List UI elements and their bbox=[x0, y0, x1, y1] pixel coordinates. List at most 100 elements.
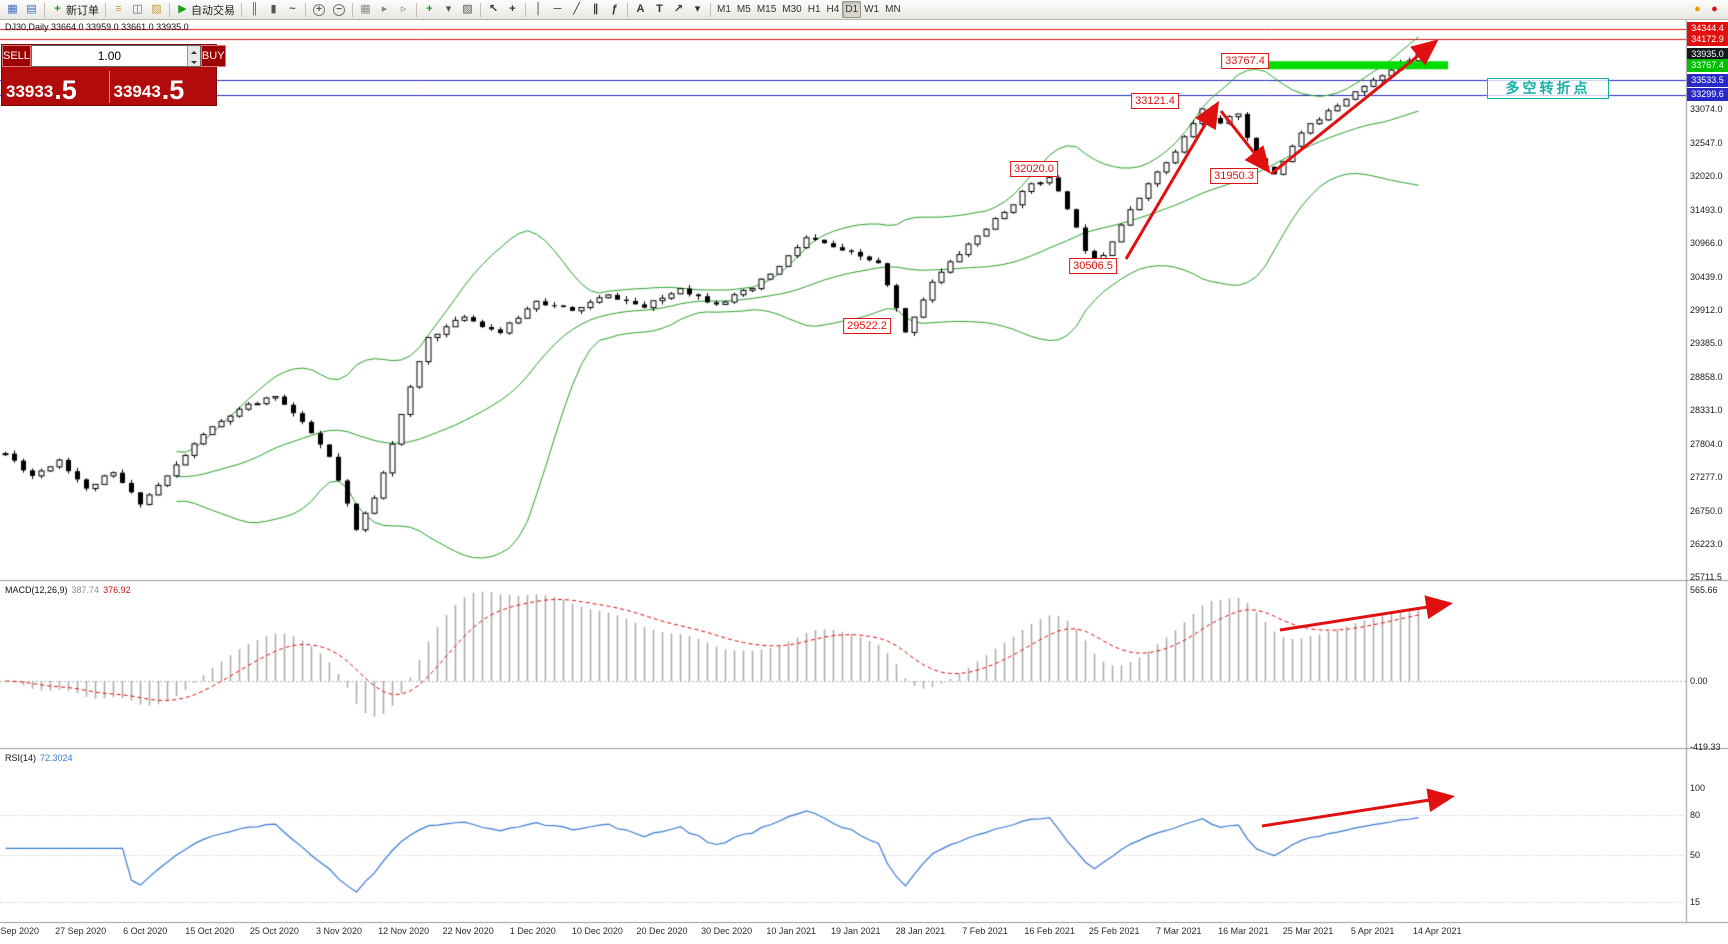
channel-button[interactable]: ∥ bbox=[586, 1, 605, 18]
zoom-in-icon: + bbox=[313, 3, 325, 16]
timeframe-d1-button-label: D1 bbox=[845, 4, 859, 15]
crosshair-icon: + bbox=[509, 3, 516, 15]
timeframe-m5-button-label: M5 bbox=[736, 4, 751, 15]
line-chart-icon: ~ bbox=[289, 3, 296, 15]
indicators-button[interactable]: + bbox=[420, 1, 439, 18]
turning-point-note: 多空转折点 bbox=[1487, 78, 1609, 99]
price-divider bbox=[108, 71, 110, 103]
tile-windows-button[interactable]: ▦ bbox=[356, 1, 375, 18]
autotrading-icon: ▶ bbox=[178, 3, 187, 15]
timeframe-m1-button[interactable]: M1 bbox=[714, 1, 734, 18]
templates-button[interactable]: ▨ bbox=[458, 1, 477, 18]
terminal-icon: ◫ bbox=[132, 3, 143, 15]
auto-scroll-button[interactable]: ▸ bbox=[375, 1, 394, 18]
text-tool-icon: A bbox=[636, 3, 645, 15]
depth-of-market-button[interactable]: ≡ bbox=[109, 1, 128, 18]
rsi-name: RSI(14) bbox=[5, 753, 37, 763]
timeframe-m1-button-label: M1 bbox=[717, 4, 731, 15]
new-order-button[interactable]: + 新订单 bbox=[48, 1, 102, 18]
fibonacci-icon: ƒ bbox=[611, 3, 618, 15]
tile-windows-icon: ▦ bbox=[360, 3, 371, 15]
strategy-tester-button[interactable]: ▧ bbox=[147, 1, 166, 18]
shapes-dropdown[interactable]: ▾ bbox=[688, 1, 707, 18]
crosshair-button[interactable]: + bbox=[503, 1, 522, 18]
zoom-out-icon: − bbox=[333, 3, 345, 16]
timeframe-m5-button[interactable]: M5 bbox=[734, 1, 754, 18]
strategy-tester-icon: ▧ bbox=[151, 3, 162, 15]
timeframe-h1-button-label: H1 bbox=[807, 4, 821, 15]
buy-price-main: 33943 bbox=[113, 82, 161, 101]
cursor-icon: ↖ bbox=[488, 3, 499, 15]
toolbar-separator bbox=[480, 2, 481, 17]
record-icon[interactable]: ● bbox=[1711, 3, 1718, 15]
horizontal-line-icon: ─ bbox=[553, 3, 562, 15]
volume-down-button[interactable] bbox=[188, 56, 200, 66]
label-tool-button[interactable]: T bbox=[650, 1, 669, 18]
periods-dropdown[interactable]: ▾ bbox=[439, 1, 458, 18]
timeframe-m30-button-label: M30 bbox=[782, 4, 802, 15]
volume-input[interactable] bbox=[31, 46, 187, 66]
data-window-button[interactable]: ▤ bbox=[22, 1, 41, 18]
timeframe-mn-button-label: MN bbox=[885, 4, 901, 15]
bar-chart-button[interactable]: ║ bbox=[245, 1, 264, 18]
market-watch-icon: ▦ bbox=[7, 3, 18, 15]
indicators-icon: + bbox=[426, 3, 433, 15]
timeframe-w1-button-label: W1 bbox=[864, 4, 880, 15]
new-order-icon: + bbox=[54, 3, 61, 15]
sell-price[interactable]: 33933.5 bbox=[2, 75, 109, 105]
bar-chart-icon: ║ bbox=[250, 3, 259, 15]
timeframe-h4-button-label: H4 bbox=[826, 4, 840, 15]
macd-name: MACD(12,26,9) bbox=[5, 585, 68, 595]
buy-price[interactable]: 33943.5 bbox=[110, 75, 217, 105]
chart-shift-button[interactable]: ▹ bbox=[394, 1, 413, 18]
toolbar-separator bbox=[710, 2, 711, 17]
volume-field bbox=[30, 45, 201, 67]
timeframe-d1-button[interactable]: D1 bbox=[842, 1, 862, 18]
line-chart-button[interactable]: ~ bbox=[283, 1, 302, 18]
channel-icon: ∥ bbox=[592, 3, 599, 15]
buy-price-frac: .5 bbox=[161, 75, 185, 105]
timeframe-mn-button[interactable]: MN bbox=[882, 1, 904, 18]
horizontal-line-button[interactable]: ─ bbox=[548, 1, 567, 18]
timeframe-h4-button[interactable]: H4 bbox=[824, 1, 843, 18]
vertical-line-button[interactable]: │ bbox=[529, 1, 548, 18]
fibonacci-button[interactable]: ƒ bbox=[605, 1, 624, 18]
zoom-in-button[interactable]: + bbox=[309, 1, 329, 18]
timeframe-w1-button[interactable]: W1 bbox=[861, 1, 882, 18]
vertical-line-icon: │ bbox=[535, 3, 542, 15]
arrows-tool-button[interactable]: ↗ bbox=[669, 1, 688, 18]
sell-button[interactable]: SELL bbox=[2, 45, 31, 67]
trendline-button[interactable]: ╱ bbox=[567, 1, 586, 18]
toolbar-separator bbox=[241, 2, 242, 17]
terminal-button[interactable]: ◫ bbox=[128, 1, 147, 18]
buy-button[interactable]: BUY bbox=[200, 45, 226, 67]
periods-icon: ▾ bbox=[445, 3, 452, 15]
autotrading-button[interactable]: ▶ 自动交易 bbox=[173, 1, 238, 18]
chart-shift-icon: ▹ bbox=[400, 3, 407, 15]
market-watch-button[interactable]: ▦ bbox=[3, 1, 22, 18]
zoom-out-button[interactable]: − bbox=[329, 1, 349, 18]
toolbar: ▦ ▤ + 新订单 ≡ ◫ ▧ ▶ 自动交易 ║ ▮ ~ + − ▦ ▸ ▹ + ▾ ▨ ↖ + │ ─ ╱ ∥ ƒ A T ↗ ▾ M1 M5… bbox=[0, 0, 1728, 20]
label-tool-icon: T bbox=[656, 3, 663, 15]
volume-up-button[interactable] bbox=[188, 46, 200, 56]
toolbar-separator bbox=[525, 2, 526, 17]
cursor-button[interactable]: ↖ bbox=[484, 1, 503, 18]
text-tool-button[interactable]: A bbox=[631, 1, 650, 18]
toolbar-separator bbox=[44, 2, 45, 17]
depth-of-market-icon: ≡ bbox=[115, 3, 122, 15]
toolbar-separator bbox=[416, 2, 417, 17]
timeframe-m30-button[interactable]: M30 bbox=[779, 1, 804, 18]
sell-price-frac: .5 bbox=[54, 75, 77, 105]
toolbar-separator bbox=[352, 2, 353, 17]
timeframe-h1-button[interactable]: H1 bbox=[805, 1, 824, 18]
toolbar-separator bbox=[627, 2, 628, 17]
candlestick-chart-icon: ▮ bbox=[270, 3, 277, 15]
community-icon[interactable]: ● bbox=[1694, 3, 1701, 15]
rsi-value: 72.3024 bbox=[40, 753, 73, 763]
candlestick-chart-button[interactable]: ▮ bbox=[264, 1, 283, 18]
macd-main-value: 387.74 bbox=[71, 585, 100, 595]
toolbar-right-icons: ● ● bbox=[1691, 2, 1725, 17]
timeframe-m15-button[interactable]: M15 bbox=[754, 1, 779, 18]
one-click-trading-panel: SELL BUY 33933.5 33943.5 bbox=[1, 44, 226, 106]
